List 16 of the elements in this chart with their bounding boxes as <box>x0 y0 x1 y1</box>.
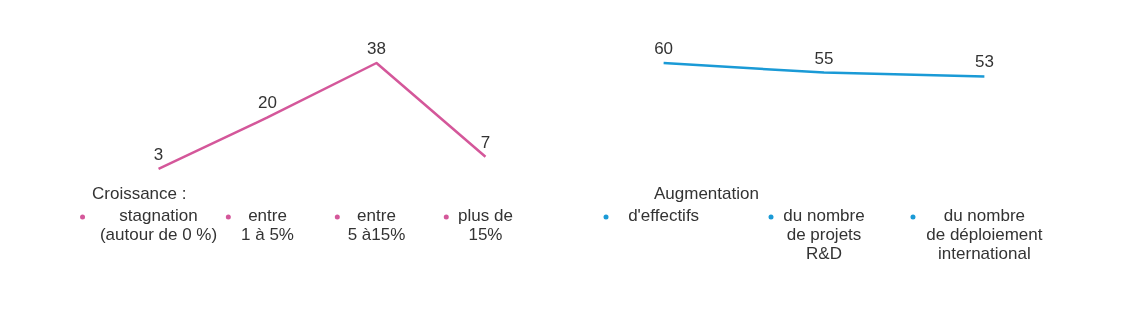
x-axis-title: Croissance : <box>92 184 187 203</box>
x-tick-label: d'effectifs <box>628 206 700 225</box>
data-label: 3 <box>153 144 164 164</box>
data-label: 60 <box>654 39 674 58</box>
x-tick-label: entre 1 à 5% <box>241 206 294 244</box>
data-label: 53 <box>974 52 994 72</box>
data-label: 38 <box>367 39 386 58</box>
data-label: 55 <box>814 48 834 68</box>
x-axis-title: Augmentation <box>654 184 759 203</box>
x-tick-label: du nombre de projets R&D <box>783 206 865 263</box>
x-tick-label: plus de 15% <box>458 206 513 244</box>
data-label: 7 <box>480 132 491 152</box>
x-tick-label: stagnation (autour de 0 %) <box>99 206 218 244</box>
data-label: 20 <box>258 93 277 113</box>
x-tick-label: du nombre de déploiement international <box>926 206 1043 263</box>
x-tick-label: entre 5 à15% <box>347 206 406 244</box>
